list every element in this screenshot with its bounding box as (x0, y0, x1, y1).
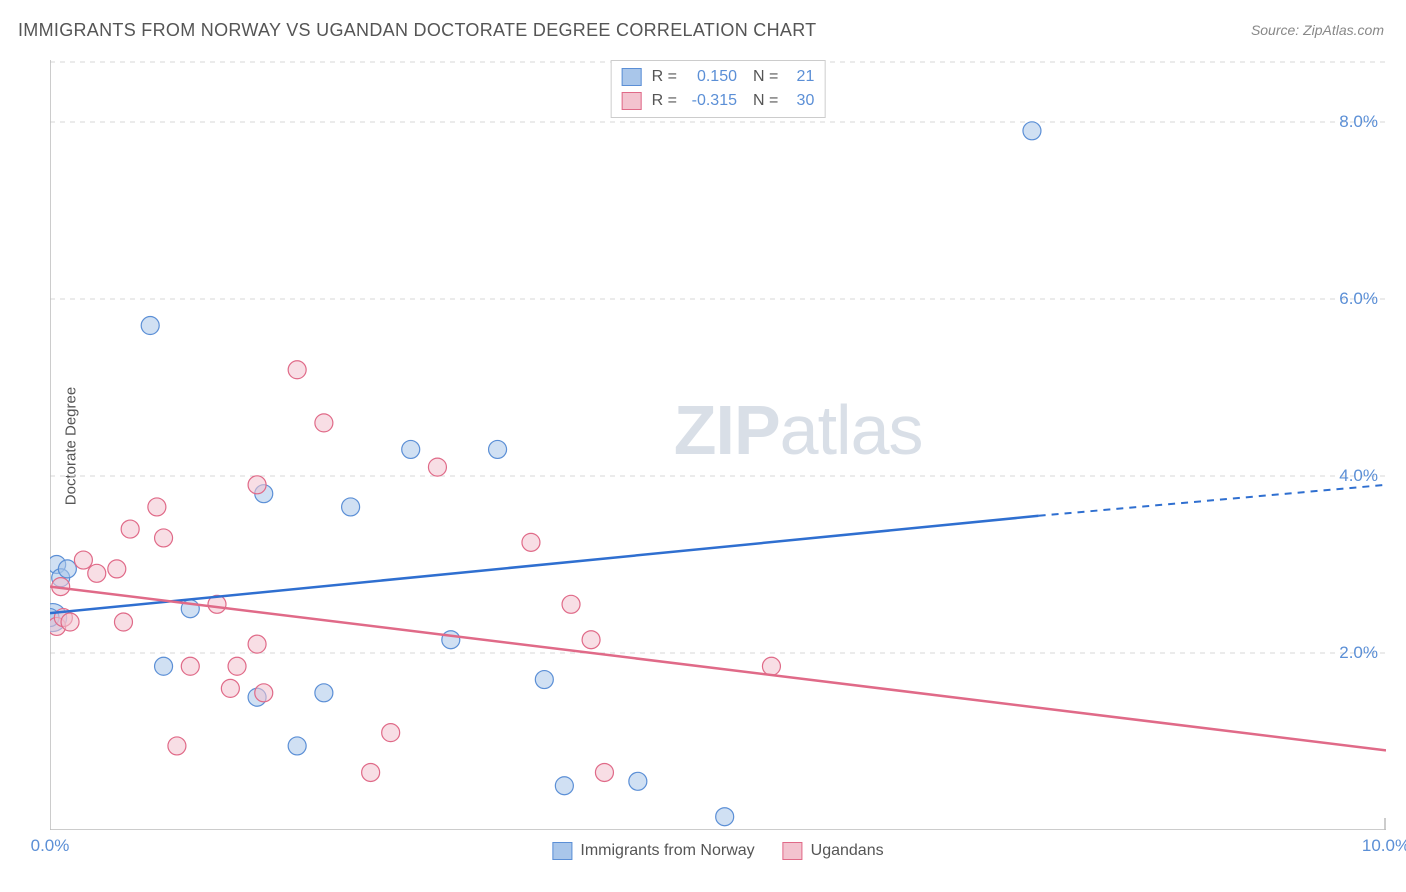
n-value-norway: 21 (784, 65, 814, 89)
scatter-plot (50, 60, 1386, 830)
y-tick-label: 2.0% (1339, 643, 1378, 663)
legend-item-norway: Immigrants from Norway (552, 842, 754, 860)
legend-swatch-norway (622, 68, 642, 86)
y-tick-label: 6.0% (1339, 289, 1378, 309)
r-value-ugandans: -0.315 (683, 89, 737, 113)
r-label: R = (652, 65, 677, 89)
r-label: R = (652, 89, 677, 113)
x-tick-label: 10.0% (1362, 836, 1406, 856)
legend-label-ugandans: Ugandans (811, 842, 884, 860)
legend-item-ugandans: Ugandans (783, 842, 884, 860)
chart-title: IMMIGRANTS FROM NORWAY VS UGANDAN DOCTOR… (18, 20, 816, 41)
source-attribution: Source: ZipAtlas.com (1251, 22, 1384, 38)
plot-container: ZIPatlas R = 0.150 N = 21 R = -0.315 N =… (50, 60, 1386, 830)
legend-swatch-ugandans-b (783, 842, 803, 860)
n-value-ugandans: 30 (784, 89, 814, 113)
legend-swatch-norway-b (552, 842, 572, 860)
correlation-legend: R = 0.150 N = 21 R = -0.315 N = 30 (611, 60, 826, 118)
legend-swatch-ugandans (622, 92, 642, 110)
n-label: N = (753, 65, 778, 89)
legend-label-norway: Immigrants from Norway (580, 842, 754, 860)
x-tick-label: 0.0% (31, 836, 70, 856)
y-tick-label: 8.0% (1339, 112, 1378, 132)
legend-row-norway: R = 0.150 N = 21 (622, 65, 815, 89)
series-legend: Immigrants from Norway Ugandans (552, 842, 883, 860)
r-value-norway: 0.150 (683, 65, 737, 89)
legend-row-ugandans: R = -0.315 N = 30 (622, 89, 815, 113)
y-tick-label: 4.0% (1339, 466, 1378, 486)
n-label: N = (753, 89, 778, 113)
